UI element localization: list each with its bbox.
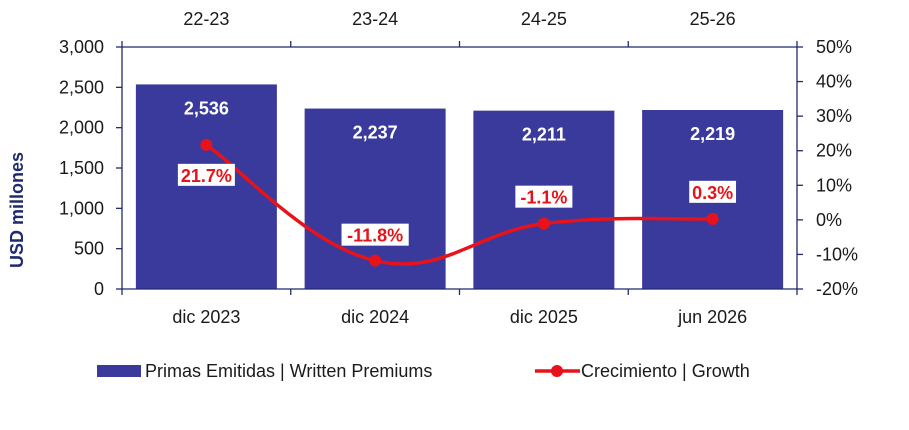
y-right-tick-label: -10% (816, 244, 858, 264)
growth-point-2 (369, 254, 382, 267)
growth-point-4 (706, 212, 719, 225)
axes: 0 500 1,000 1,500 2,000 2,500 3,000 -20% -10% 0% 1… (59, 9, 858, 327)
y-left-tick-label: 2,500 (59, 77, 104, 97)
y-right-tick-label: 0% (816, 210, 842, 230)
y-left-tick-label: 1,500 (59, 158, 104, 178)
y-left-tick-label: 0 (94, 279, 104, 299)
bar-value-label: 2,536 (184, 98, 229, 118)
top-tick-label: 23-24 (352, 9, 398, 29)
top-tick-label: 22-23 (183, 9, 229, 29)
growth-value-label: -11.8% (347, 226, 403, 246)
legend-label-growth: Crecimiento | Growth (581, 361, 750, 381)
y-left-tick-label: 3,000 (59, 37, 104, 57)
growth-line-series (200, 138, 719, 267)
x-tick-label: dic 2024 (341, 307, 409, 327)
y-right-tick-label: 50% (816, 37, 852, 57)
bar-value-label: 2,211 (522, 125, 566, 145)
bar-value-label: 2,219 (690, 124, 735, 144)
data-labels: 2,536 2,237 2,211 2,219 21.7% -11.8% -1.1% 0.3% (177, 98, 737, 246)
y-right-tick-label: 20% (816, 141, 852, 161)
growth-label-box (341, 223, 409, 246)
y-left-tick-label: 500 (74, 239, 104, 259)
legend: Primas Emitidas | Written Premiums Creci… (97, 361, 750, 381)
growth-line (205, 143, 713, 266)
y-right-tick-label: 10% (816, 175, 852, 195)
y-axis-label: USD millones (7, 152, 27, 268)
y-left-tick-label: 2,000 (59, 118, 104, 138)
growth-label-box (515, 185, 573, 208)
top-tick-label: 24-25 (521, 9, 567, 29)
growth-value-label: -1.1% (520, 188, 567, 208)
bar-series (135, 84, 784, 290)
top-tick-label: 25-26 (690, 9, 736, 29)
growth-point-1 (200, 138, 213, 151)
y-right-tick-label: -20% (816, 279, 858, 299)
y-left-tick-label: 1,000 (59, 198, 104, 218)
x-tick-label: dic 2025 (510, 307, 578, 327)
legend-swatch-premiums (97, 365, 141, 377)
growth-value-label: 0.3% (692, 183, 733, 203)
legend-label-premiums: Primas Emitidas | Written Premiums (145, 361, 432, 381)
y-right-tick-label: 40% (816, 72, 852, 92)
legend-swatch-growth-marker (551, 365, 563, 377)
y-right-tick-label: 30% (816, 106, 852, 126)
growth-point-3 (537, 217, 550, 230)
x-tick-label: jun 2026 (677, 307, 747, 327)
x-tick-label: dic 2023 (172, 307, 240, 327)
bar-value-label: 2,237 (353, 123, 398, 143)
growth-label-box (689, 180, 737, 203)
growth-value-label: 21.7% (181, 166, 232, 186)
growth-label-box (177, 163, 235, 186)
